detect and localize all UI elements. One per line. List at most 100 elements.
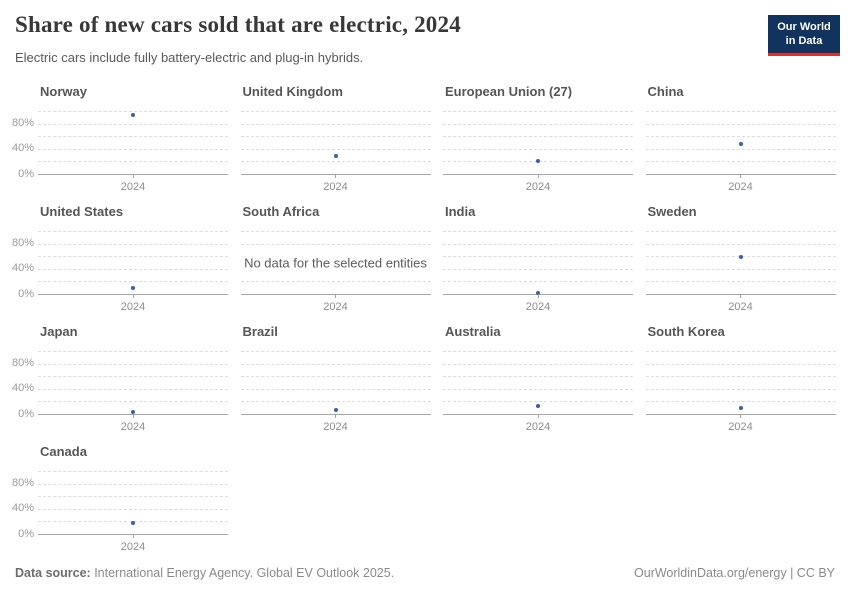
facet-plot: 2024 bbox=[38, 471, 228, 553]
data-point[interactable] bbox=[738, 405, 743, 410]
facet-plot: 2024 bbox=[645, 111, 836, 193]
gridline bbox=[240, 161, 431, 163]
gridline bbox=[443, 376, 633, 378]
gridline bbox=[443, 231, 633, 232]
facet-canada: Canada 2024 80% 40% 0% bbox=[12, 444, 228, 554]
owid-logo[interactable]: Our World in Data bbox=[768, 15, 840, 56]
facet-united-states: United States 2024 80% 40% 0% bbox=[12, 204, 228, 314]
y-tick-label: 40% bbox=[11, 142, 34, 155]
gridline bbox=[645, 268, 836, 270]
gridline bbox=[645, 363, 836, 365]
gridline bbox=[443, 281, 633, 283]
facet-plot: No data for the selected entities 2024 bbox=[240, 231, 431, 313]
gridline bbox=[240, 243, 431, 245]
gridline bbox=[240, 111, 431, 112]
y-tick-label: 0% bbox=[18, 287, 34, 300]
gridline bbox=[645, 243, 836, 245]
gridline bbox=[443, 388, 633, 390]
x-axis-tick bbox=[740, 294, 741, 298]
x-tick-label: 2024 bbox=[120, 301, 146, 313]
gridline bbox=[38, 268, 228, 270]
data-point[interactable] bbox=[131, 113, 135, 118]
x-tick-label: 2024 bbox=[120, 541, 146, 553]
x-axis-tick bbox=[335, 414, 336, 418]
x-tick-label: 2024 bbox=[525, 301, 551, 313]
gridline bbox=[38, 281, 228, 283]
gridline bbox=[443, 136, 633, 138]
data-point[interactable] bbox=[131, 285, 135, 290]
y-tick-label: 80% bbox=[11, 117, 34, 130]
gridline bbox=[645, 376, 836, 378]
data-source-label: Data source: bbox=[15, 566, 91, 580]
facet-title: Sweden bbox=[647, 204, 697, 219]
x-tick-label: 2024 bbox=[728, 301, 753, 313]
data-point[interactable] bbox=[536, 404, 540, 409]
gridline bbox=[38, 243, 228, 245]
data-point[interactable] bbox=[131, 521, 135, 526]
data-point[interactable] bbox=[738, 255, 743, 260]
facet-sweden: Sweden 2024 bbox=[645, 204, 836, 314]
gridline bbox=[38, 351, 228, 352]
x-tick-label: 2024 bbox=[120, 181, 146, 193]
gridline bbox=[38, 231, 228, 232]
facet-plot: 2024 bbox=[443, 351, 633, 433]
x-tick-label: 2024 bbox=[728, 181, 753, 193]
facet-title: India bbox=[445, 204, 476, 219]
facet-australia: Australia 2024 bbox=[443, 324, 633, 434]
facet-plot: 2024 bbox=[38, 351, 228, 433]
data-point[interactable] bbox=[738, 141, 743, 146]
gridline bbox=[645, 388, 836, 390]
x-tick-label: 2024 bbox=[323, 181, 348, 193]
attribution-link[interactable]: OurWorldinData.org/energy | CC BY bbox=[633, 566, 835, 580]
gridline bbox=[240, 351, 431, 352]
gridline bbox=[443, 243, 633, 245]
gridline bbox=[443, 111, 633, 112]
facet-plot: 2024 bbox=[240, 111, 431, 193]
facet-japan: Japan 2024 80% 40% 0% bbox=[12, 324, 228, 434]
data-point[interactable] bbox=[333, 153, 338, 158]
gridline bbox=[240, 376, 431, 378]
facet-plot: 2024 bbox=[38, 111, 228, 193]
gridline bbox=[38, 148, 228, 150]
facet-title: Brazil bbox=[242, 324, 278, 339]
facet-china: China 2024 bbox=[645, 84, 836, 194]
gridline bbox=[38, 363, 228, 365]
x-tick-label: 2024 bbox=[525, 421, 551, 433]
facet-plot: 2024 bbox=[443, 111, 633, 193]
data-point[interactable] bbox=[333, 407, 338, 412]
x-axis-tick bbox=[132, 534, 134, 538]
gridline bbox=[443, 123, 633, 125]
gridline bbox=[38, 471, 228, 472]
facet-title: South Korea bbox=[647, 324, 725, 339]
page-title: Share of new cars sold that are electric… bbox=[15, 12, 461, 37]
data-point[interactable] bbox=[536, 290, 540, 295]
facet-title: European Union (27) bbox=[445, 84, 573, 99]
gridline bbox=[240, 363, 431, 365]
data-source-text: International Energy Agency. Global EV O… bbox=[90, 566, 395, 580]
gridline bbox=[38, 401, 228, 403]
y-tick-label: 80% bbox=[11, 477, 34, 490]
facet-european-union-27: European Union (27) 2024 bbox=[443, 84, 633, 194]
y-tick-label: 40% bbox=[11, 262, 34, 275]
x-axis-tick bbox=[132, 174, 134, 178]
facet-title: United States bbox=[40, 204, 124, 219]
facet-title: Norway bbox=[40, 84, 87, 99]
x-axis-tick bbox=[740, 414, 741, 418]
gridline bbox=[38, 123, 228, 125]
facet-plot: 2024 bbox=[38, 231, 228, 313]
data-point[interactable] bbox=[131, 410, 135, 415]
data-point[interactable] bbox=[536, 158, 540, 163]
y-tick-label: 0% bbox=[18, 167, 34, 180]
facet-plot: 2024 bbox=[443, 231, 633, 313]
y-tick-label: 40% bbox=[11, 502, 34, 515]
gridline bbox=[443, 401, 633, 403]
gridline bbox=[645, 281, 836, 283]
facet-united-kingdom: United Kingdom 2024 bbox=[240, 84, 431, 194]
x-axis-tick bbox=[537, 414, 539, 418]
gridline bbox=[443, 351, 633, 352]
gridline bbox=[38, 508, 228, 510]
chart-subtitle: Electric cars include fully battery-elec… bbox=[15, 50, 364, 65]
facet-title: Canada bbox=[40, 444, 87, 459]
x-axis-tick bbox=[740, 174, 741, 178]
